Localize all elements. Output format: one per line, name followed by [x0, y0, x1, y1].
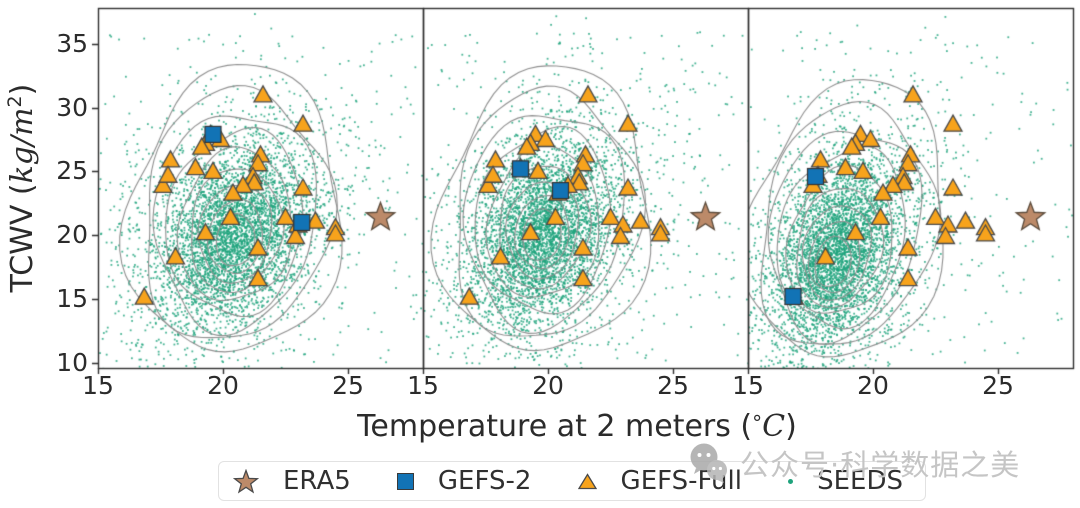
legend-item-seeds: SEEDS	[788, 466, 903, 496]
x-tick-label: 25	[332, 371, 364, 400]
x-tick-label: 25	[657, 371, 689, 400]
x-tick-label: 20	[207, 371, 239, 400]
legend-item-gefs2: GEFS-2	[396, 466, 532, 496]
y-tick-label: 25	[56, 156, 88, 186]
y-tick-label: 10	[56, 347, 88, 377]
y-tick-label: 20	[56, 220, 88, 250]
legend-label: ERA5	[283, 466, 351, 496]
legend-item-era5: ERA5	[233, 466, 351, 496]
triangle-icon	[577, 472, 597, 489]
y-tick-label: 35	[56, 28, 88, 58]
x-tick-label: 20	[532, 371, 564, 400]
y-axis-label: TCWV (kg/m2)	[4, 83, 40, 293]
y-tick-label: 30	[56, 92, 88, 122]
legend-label: GEFS-2	[437, 466, 532, 496]
legend-label: GEFS-Full	[620, 466, 742, 496]
legend-item-gefs-full: GEFS-Full	[577, 466, 742, 496]
x-tick-label: 25	[982, 371, 1014, 400]
x-tick-label: 15	[82, 371, 114, 400]
x-axis-label: Temperature at 2 meters (°C)	[357, 409, 797, 444]
x-tick-label: 20	[857, 371, 889, 400]
legend: ERA5 GEFS-2 GEFS-Full SEEDS	[218, 461, 926, 501]
square-icon	[396, 472, 414, 490]
star-icon	[233, 468, 259, 494]
x-tick-label: 15	[732, 371, 764, 400]
x-tick-label: 15	[407, 371, 439, 400]
y-tick-label: 15	[56, 284, 88, 314]
dot-icon	[788, 478, 794, 484]
legend-label: SEEDS	[817, 466, 903, 496]
